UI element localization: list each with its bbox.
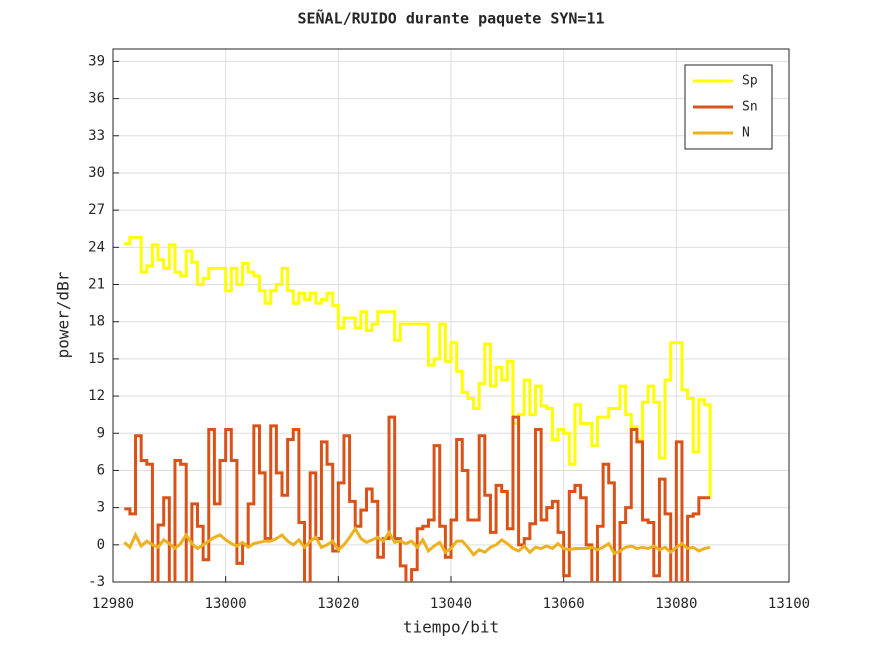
y-tick-label: 30 [88, 165, 105, 181]
y-tick-label: 27 [88, 202, 105, 218]
y-tick-label: 36 [88, 91, 105, 107]
y-tick-label: 33 [88, 128, 105, 144]
legend-label: Sn [742, 100, 758, 115]
series-line [124, 415, 711, 582]
x-tick-label: 13040 [430, 596, 472, 612]
series-line [124, 235, 712, 498]
y-tick-label: 6 [97, 462, 105, 478]
y-tick-label: 18 [88, 314, 105, 330]
y-tick-label: 24 [88, 239, 105, 255]
y-tick-label: 15 [88, 351, 105, 367]
chart-title: SEÑAL/RUIDO durante paquete SYN=11 [297, 9, 604, 28]
y-tick-label: 9 [97, 425, 105, 441]
x-tick-label: 13080 [655, 596, 697, 612]
y-axis-label: power/dBr [54, 271, 73, 358]
y-tick-label: 3 [97, 500, 105, 516]
series-line [123, 525, 711, 557]
y-tick-label: 12 [88, 388, 105, 404]
y-tick-label: 21 [88, 277, 105, 293]
y-tick-label: -3 [88, 574, 105, 590]
legend-label: Sp [742, 74, 758, 89]
x-axis-label: tiempo/bit [403, 618, 499, 637]
x-tick-label: 13100 [768, 596, 810, 612]
x-tick-label: 13020 [317, 596, 359, 612]
x-tick-label: 12980 [92, 596, 134, 612]
y-tick-label: 0 [97, 537, 105, 553]
legend-label: N [742, 126, 750, 141]
y-tick-label: 39 [88, 53, 105, 69]
x-tick-label: 13000 [205, 596, 247, 612]
x-tick-label: 13060 [543, 596, 585, 612]
axes-box [112, 48, 790, 583]
series-group [123, 235, 712, 582]
